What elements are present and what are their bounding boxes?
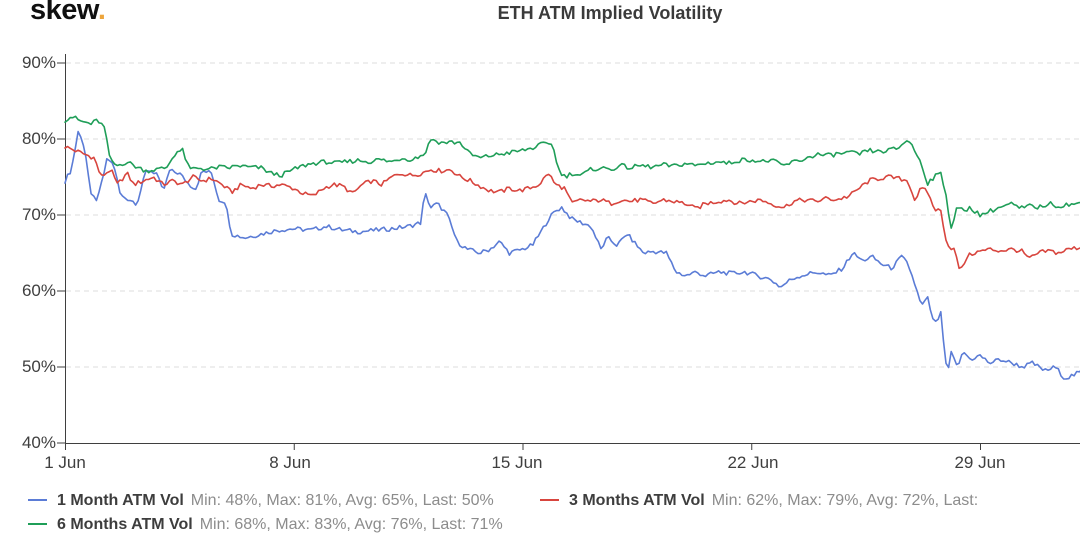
y-axis-tick-90: 90%: [21, 53, 56, 72]
series-lines: [64, 115, 1080, 380]
series-line-3-months-atm-vol: [64, 145, 1080, 270]
x-axis-tick-15jun: 15 Jun: [491, 453, 543, 472]
legend-marker-6-months-icon: [28, 523, 47, 525]
legend-stats-3-months: Min: 62%, Max: 79%, Avg: 72%, Last:: [711, 492, 979, 509]
skew-logo: skew.: [30, 0, 106, 27]
x-axis-tick-22jun: 22 Jun: [727, 453, 779, 472]
legend-row-1: 1 Month ATM Vol Min: 48%, Max: 81%, Avg: …: [28, 489, 978, 513]
y-axis-tick-50: 50%: [21, 357, 56, 376]
skew-logo-dot: .: [97, 0, 106, 26]
legend-label-1-month: 1 Month ATM Vol: [57, 492, 184, 509]
legend-row-2: 6 Months ATM Vol Min: 68%, Max: 83%, Avg:…: [28, 513, 503, 537]
legend-item-3-months[interactable]: 3 Months ATM Vol Min: 62%, Max: 79%, Avg:…: [540, 489, 978, 513]
legend-label-3-months: 3 Months ATM Vol: [569, 492, 705, 509]
series-line-6-months-atm-vol: [64, 115, 1080, 229]
x-axis-tick-8jun: 8 Jun: [269, 453, 311, 472]
chart-legend: 1 Month ATM Vol Min: 48%, Max: 81%, Avg: …: [0, 487, 1080, 543]
legend-stats-1-month: Min: 48%, Max: 81%, Avg: 65%, Last: 50%: [190, 492, 494, 509]
legend-marker-3-months-icon: [540, 499, 559, 501]
y-axis-tick-80: 80%: [21, 129, 56, 148]
y-axis-tick-40: 40%: [21, 433, 56, 452]
chart-title: ETH ATM Implied Volatility: [497, 3, 723, 23]
legend-item-6-months[interactable]: 6 Months ATM Vol Min: 68%, Max: 83%, Avg:…: [28, 513, 503, 537]
legend-marker-1-month-icon: [28, 499, 47, 501]
skew-logo-text: skew: [30, 0, 98, 26]
y-axis-tick-60: 60%: [21, 281, 56, 300]
x-axis-tick-1jun: 1 Jun: [44, 453, 86, 472]
y-axis-tick-70: 70%: [21, 205, 56, 224]
legend-item-1-month[interactable]: 1 Month ATM Vol Min: 48%, Max: 81%, Avg: …: [28, 489, 494, 513]
legend-stats-6-months: Min: 68%, Max: 83%, Avg: 76%, Last: 71%: [199, 516, 503, 533]
legend-label-6-months: 6 Months ATM Vol: [57, 516, 193, 533]
axes: [57, 54, 1080, 450]
series-line-1-month-atm-vol: [64, 130, 1080, 380]
gridlines: [66, 62, 1080, 368]
x-axis-tick-29jun: 29 Jun: [954, 453, 1006, 472]
